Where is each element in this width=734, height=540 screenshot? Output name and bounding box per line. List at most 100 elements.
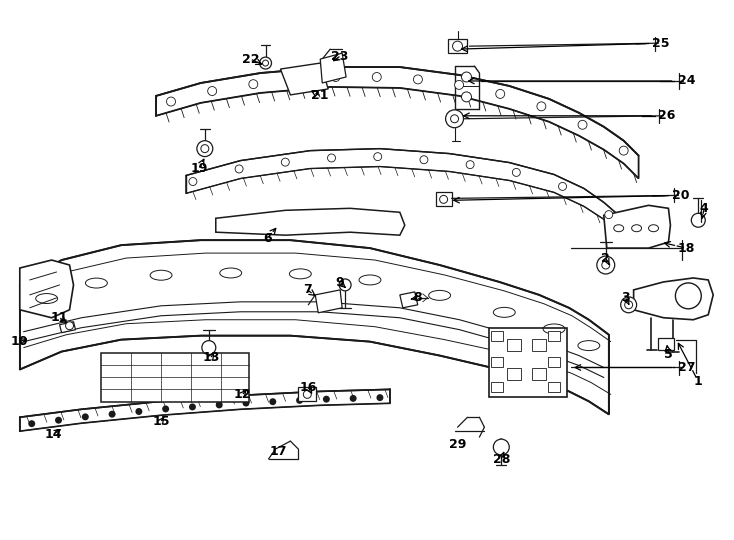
Circle shape [559, 183, 567, 191]
Circle shape [208, 86, 217, 96]
Circle shape [263, 60, 269, 66]
FancyBboxPatch shape [532, 339, 546, 350]
Circle shape [420, 156, 428, 164]
Circle shape [162, 406, 169, 413]
Circle shape [453, 41, 462, 51]
FancyBboxPatch shape [298, 387, 316, 401]
Text: 28: 28 [493, 453, 510, 465]
Circle shape [189, 403, 196, 410]
Circle shape [269, 398, 276, 405]
Circle shape [135, 408, 142, 415]
Circle shape [249, 80, 258, 89]
FancyBboxPatch shape [491, 330, 504, 341]
Circle shape [296, 397, 303, 404]
Circle shape [377, 394, 383, 401]
Circle shape [578, 120, 587, 129]
Text: 19: 19 [190, 162, 208, 175]
Circle shape [691, 213, 705, 227]
Circle shape [216, 401, 222, 408]
Text: 3: 3 [622, 292, 630, 305]
FancyBboxPatch shape [548, 382, 560, 393]
Circle shape [454, 80, 464, 90]
Circle shape [451, 115, 459, 123]
Polygon shape [156, 67, 639, 179]
Text: 13: 13 [202, 351, 219, 364]
Circle shape [675, 283, 701, 309]
Circle shape [446, 110, 463, 128]
Text: 24: 24 [677, 75, 695, 87]
Polygon shape [59, 322, 76, 333]
Circle shape [512, 168, 520, 177]
Circle shape [462, 72, 471, 82]
Circle shape [281, 158, 289, 166]
Text: 4: 4 [700, 202, 708, 215]
Circle shape [339, 279, 351, 291]
Text: 7: 7 [303, 284, 312, 296]
Text: 15: 15 [153, 415, 170, 428]
Text: 21: 21 [311, 90, 329, 103]
Text: 23: 23 [332, 50, 349, 63]
Polygon shape [320, 53, 346, 83]
Circle shape [65, 322, 73, 330]
Polygon shape [316, 290, 342, 313]
FancyBboxPatch shape [448, 39, 468, 53]
Text: 5: 5 [664, 348, 673, 361]
Polygon shape [490, 328, 567, 397]
Circle shape [440, 195, 448, 204]
Circle shape [235, 165, 243, 173]
Polygon shape [216, 208, 405, 235]
Circle shape [597, 256, 614, 274]
Text: 25: 25 [652, 37, 669, 50]
Text: 22: 22 [241, 52, 259, 65]
Circle shape [55, 417, 62, 424]
Text: 9: 9 [336, 276, 344, 289]
Circle shape [323, 396, 330, 403]
Circle shape [201, 145, 208, 153]
Polygon shape [101, 353, 249, 402]
Text: 26: 26 [658, 109, 675, 122]
FancyBboxPatch shape [491, 382, 504, 393]
Circle shape [605, 211, 613, 219]
Text: 1: 1 [694, 375, 702, 388]
Polygon shape [400, 292, 418, 308]
Text: 14: 14 [45, 428, 62, 441]
FancyBboxPatch shape [507, 368, 521, 380]
Circle shape [466, 161, 474, 168]
Text: 17: 17 [269, 444, 287, 457]
Circle shape [28, 420, 35, 427]
Circle shape [331, 72, 340, 82]
Circle shape [327, 154, 335, 162]
Circle shape [242, 400, 250, 407]
Polygon shape [186, 148, 619, 232]
FancyBboxPatch shape [436, 192, 451, 206]
Text: 8: 8 [413, 292, 422, 305]
Text: 10: 10 [11, 335, 29, 348]
Circle shape [372, 72, 381, 82]
FancyBboxPatch shape [491, 356, 504, 367]
Circle shape [621, 297, 636, 313]
FancyBboxPatch shape [658, 338, 675, 349]
Circle shape [495, 90, 505, 98]
Circle shape [349, 395, 357, 402]
Text: 6: 6 [264, 232, 272, 245]
Text: 20: 20 [672, 189, 689, 202]
Circle shape [189, 178, 197, 186]
Polygon shape [20, 240, 608, 414]
Polygon shape [280, 63, 328, 95]
Text: 11: 11 [51, 311, 68, 324]
Text: 18: 18 [677, 241, 695, 255]
Polygon shape [604, 205, 670, 248]
FancyBboxPatch shape [548, 330, 560, 341]
Circle shape [260, 57, 272, 69]
Circle shape [619, 146, 628, 155]
Circle shape [413, 75, 422, 84]
Circle shape [602, 261, 610, 269]
Text: 16: 16 [299, 381, 317, 394]
FancyBboxPatch shape [507, 339, 521, 350]
Circle shape [202, 341, 216, 355]
Circle shape [374, 153, 382, 160]
Circle shape [81, 414, 89, 420]
Circle shape [493, 439, 509, 455]
Circle shape [109, 411, 115, 417]
Polygon shape [633, 278, 713, 320]
